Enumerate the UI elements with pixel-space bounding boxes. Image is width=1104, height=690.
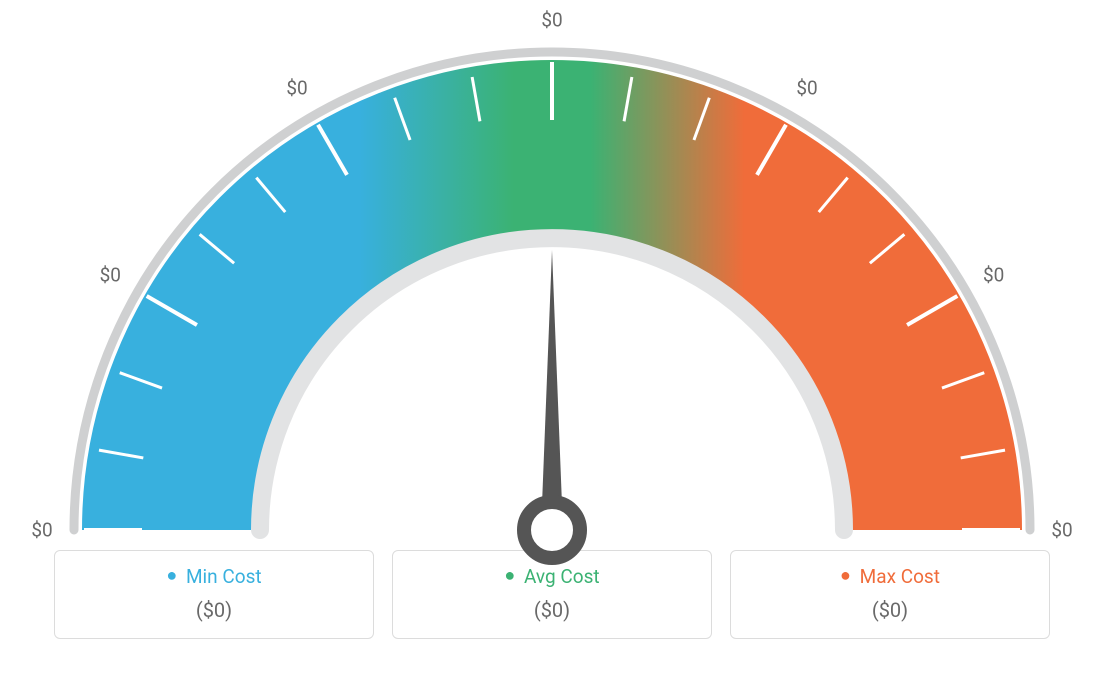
gauge-svg [32,30,1072,590]
gauge-tick-label: $0 [1051,519,1072,542]
gauge-tick-label: $0 [796,77,817,100]
dot-icon: ● [166,567,177,585]
gauge-tick-label: $0 [100,264,121,287]
gauge-tick-label: $0 [983,264,1004,287]
gauge [32,30,1072,594]
dot-icon: ● [840,567,851,585]
legend-value-avg: ($0) [403,598,701,622]
legend-value-min: ($0) [65,598,363,622]
legend-value-max: ($0) [741,598,1039,622]
gauge-tick-label: $0 [31,519,52,542]
dot-icon: ● [504,567,515,585]
gauge-tick-label: $0 [541,9,562,32]
gauge-container: $0 $0 $0 $0 $0 $0 $0 [0,0,1104,560]
gauge-tick-label: $0 [286,77,307,100]
